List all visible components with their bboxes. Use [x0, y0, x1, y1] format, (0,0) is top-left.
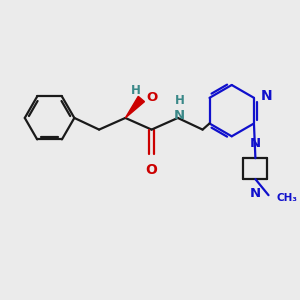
Text: N: N	[250, 137, 261, 150]
Polygon shape	[125, 96, 145, 118]
Text: N: N	[260, 89, 272, 103]
Text: N: N	[174, 109, 185, 122]
Text: CH₃: CH₃	[277, 193, 298, 202]
Text: H: H	[130, 84, 140, 97]
Text: O: O	[146, 163, 158, 176]
Text: H: H	[175, 94, 184, 107]
Text: O: O	[147, 91, 158, 104]
Text: N: N	[250, 187, 261, 200]
